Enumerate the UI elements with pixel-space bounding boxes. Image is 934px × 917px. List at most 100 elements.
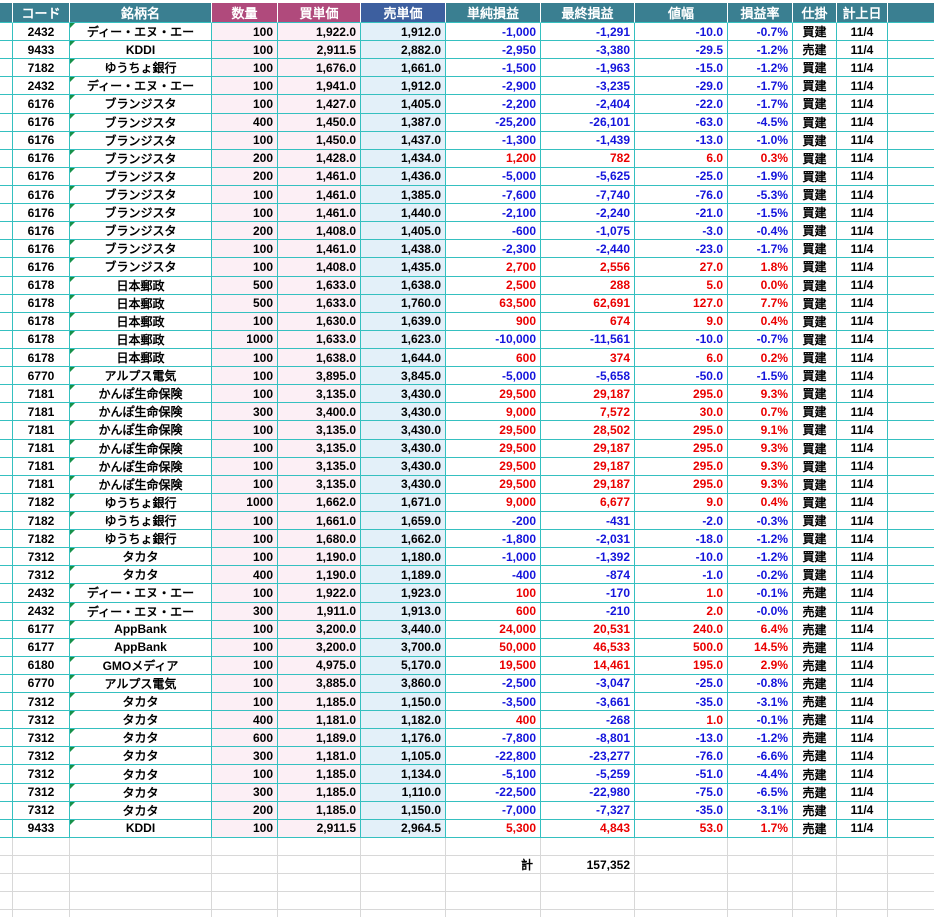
cell-simple-pl[interactable]: -7,800 — [446, 729, 541, 747]
grid-cell[interactable] — [13, 892, 70, 909]
cell-sell-price[interactable]: 1,182.0 — [361, 711, 446, 729]
cell-name[interactable]: KDDI — [70, 819, 212, 837]
cell-sell-price[interactable]: 1,105.0 — [361, 747, 446, 765]
cell-pl-rate[interactable]: -0.0% — [728, 602, 793, 620]
cell-buy-price[interactable]: 1,662.0 — [278, 493, 361, 511]
cell-sell-price[interactable]: 3,440.0 — [361, 620, 446, 638]
cell-name[interactable]: AppBank — [70, 620, 212, 638]
cell-buy-price[interactable]: 1,638.0 — [278, 348, 361, 367]
cell-position[interactable]: 売建 — [793, 819, 837, 837]
cell-simple-pl[interactable]: -22,500 — [446, 783, 541, 801]
cell-qty[interactable]: 300 — [212, 783, 278, 801]
cell-pl-rate[interactable]: 9.3% — [728, 385, 793, 403]
cell-qty[interactable]: 100 — [212, 620, 278, 638]
grid-cell[interactable] — [0, 222, 13, 240]
cell-code[interactable]: 6177 — [13, 638, 70, 656]
cell-code[interactable]: 7181 — [13, 385, 70, 403]
cell-sell-price[interactable]: 1,639.0 — [361, 312, 446, 330]
column-header-qty[interactable]: 数量 — [212, 3, 278, 23]
cell-qty[interactable]: 100 — [212, 439, 278, 457]
cell-simple-pl[interactable]: -25,200 — [446, 113, 541, 131]
cell-sell-price[interactable]: 1,671.0 — [361, 493, 446, 511]
cell-simple-pl[interactable]: -200 — [446, 511, 541, 530]
cell-entry-date[interactable]: 11/4 — [837, 584, 888, 602]
cell-entry-date[interactable]: 11/4 — [837, 602, 888, 620]
cell-name[interactable]: タカタ — [70, 801, 212, 819]
cell-qty[interactable]: 100 — [212, 312, 278, 330]
grid-cell[interactable] — [70, 892, 212, 909]
grid-cell[interactable] — [888, 77, 934, 94]
cell-code[interactable]: 6180 — [13, 656, 70, 674]
grid-cell[interactable] — [793, 892, 837, 909]
cell-name[interactable]: ディー・エヌ・エー — [70, 23, 212, 41]
cell-buy-price[interactable]: 2,911.5 — [278, 819, 361, 837]
column-header-spacer-left[interactable] — [0, 3, 13, 23]
cell-sell-price[interactable]: 1,176.0 — [361, 729, 446, 747]
cell-name[interactable]: タカタ — [70, 765, 212, 783]
cell-code[interactable]: 6176 — [13, 185, 70, 204]
cell-simple-pl[interactable]: 2,700 — [446, 258, 541, 276]
cell-pl-rate[interactable]: -0.1% — [728, 584, 793, 602]
cell-qty[interactable]: 100 — [212, 530, 278, 548]
cell-sell-price[interactable]: 3,430.0 — [361, 439, 446, 457]
cell-name[interactable]: かんぽ生命保険 — [70, 421, 212, 439]
column-header-code[interactable]: コード — [13, 3, 70, 23]
cell-simple-pl[interactable]: 400 — [446, 711, 541, 729]
cell-simple-pl[interactable]: -1,000 — [446, 23, 541, 41]
cell-pl-rate[interactable]: -1.5% — [728, 204, 793, 222]
cell-buy-price[interactable]: 3,135.0 — [278, 421, 361, 439]
cell-final-pl[interactable]: 62,691 — [541, 294, 635, 312]
cell-pl-rate[interactable]: -6.6% — [728, 747, 793, 765]
cell-qty[interactable]: 1000 — [212, 493, 278, 511]
cell-position[interactable]: 売建 — [793, 656, 837, 674]
cell-buy-price[interactable]: 1,633.0 — [278, 294, 361, 312]
cell-entry-date[interactable]: 11/4 — [837, 258, 888, 276]
cell-position[interactable]: 買建 — [793, 421, 837, 439]
cell-code[interactable]: 7182 — [13, 59, 70, 77]
cell-buy-price[interactable]: 3,400.0 — [278, 403, 361, 421]
cell-entry-date[interactable]: 11/4 — [837, 493, 888, 511]
grid-cell[interactable] — [0, 348, 13, 367]
cell-pl-rate[interactable]: -1.2% — [728, 729, 793, 747]
grid-cell[interactable] — [888, 222, 934, 239]
cell-price-range[interactable]: 195.0 — [635, 656, 728, 674]
cell-price-range[interactable]: 240.0 — [635, 620, 728, 638]
grid-cell[interactable] — [635, 838, 728, 855]
grid-cell[interactable] — [212, 892, 278, 909]
grid-cell[interactable] — [0, 475, 13, 493]
grid-cell[interactable] — [446, 838, 541, 855]
cell-qty[interactable]: 200 — [212, 222, 278, 240]
cell-price-range[interactable]: 295.0 — [635, 475, 728, 493]
cell-entry-date[interactable]: 11/4 — [837, 330, 888, 348]
cell-position[interactable]: 売建 — [793, 765, 837, 783]
grid-cell[interactable] — [888, 132, 934, 149]
cell-price-range[interactable]: 9.0 — [635, 312, 728, 330]
cell-position[interactable]: 買建 — [793, 240, 837, 258]
cell-final-pl[interactable]: -2,404 — [541, 95, 635, 113]
grid-cell[interactable] — [0, 674, 13, 693]
cell-name[interactable]: ゆうちょ銀行 — [70, 493, 212, 511]
cell-final-pl[interactable]: 14,461 — [541, 656, 635, 674]
cell-name[interactable]: タカタ — [70, 693, 212, 711]
cell-buy-price[interactable]: 1,190.0 — [278, 548, 361, 566]
grid-cell[interactable] — [837, 874, 888, 891]
cell-position[interactable]: 売建 — [793, 620, 837, 638]
cell-price-range[interactable]: 295.0 — [635, 421, 728, 439]
cell-name[interactable]: アルプス電気 — [70, 367, 212, 385]
column-header-spacer-right[interactable] — [888, 3, 934, 23]
grid-cell[interactable] — [70, 874, 212, 891]
cell-simple-pl[interactable]: 5,300 — [446, 819, 541, 837]
cell-qty[interactable]: 100 — [212, 457, 278, 475]
cell-buy-price[interactable]: 1,630.0 — [278, 312, 361, 330]
grid-cell[interactable] — [0, 566, 13, 584]
grid-cell[interactable] — [212, 874, 278, 891]
cell-pl-rate[interactable]: -1.2% — [728, 59, 793, 77]
cell-pl-rate[interactable]: 0.3% — [728, 149, 793, 167]
grid-cell[interactable] — [0, 385, 13, 403]
grid-cell[interactable] — [446, 910, 541, 917]
cell-entry-date[interactable]: 11/4 — [837, 693, 888, 711]
cell-pl-rate[interactable]: -4.4% — [728, 765, 793, 783]
cell-code[interactable]: 6176 — [13, 240, 70, 258]
cell-price-range[interactable]: -18.0 — [635, 530, 728, 548]
cell-price-range[interactable]: -35.0 — [635, 693, 728, 711]
